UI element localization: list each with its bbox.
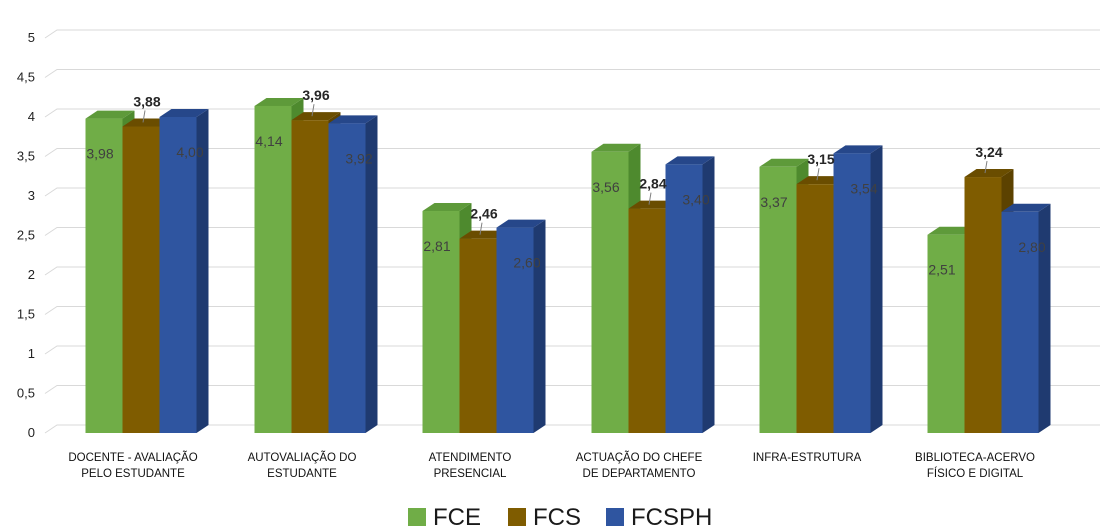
data-label-fcs-1: 3,88 (133, 93, 160, 109)
data-labels: 3,98 3,88 4,00 4,14 3,96 3,92 2,81 2,46 2,60 3,56… (86, 87, 1045, 278)
gridline (44, 108, 1100, 118)
gridline (44, 148, 1100, 157)
bar-fcsph-2 (328, 115, 378, 433)
y-tick-label: 2,5 (17, 228, 35, 243)
gridline (44, 385, 1100, 394)
leader-line (479, 222, 483, 235)
data-label-fcs-6: 3,24 (975, 144, 1002, 160)
gridline (44, 69, 1100, 78)
y-tick-label: 3,5 (17, 149, 35, 164)
data-label-fcsph-5: 3,54 (850, 180, 877, 196)
leader-line (142, 110, 146, 123)
data-label-fcsph-6: 2,80 (1018, 239, 1045, 255)
data-label-fcs-3: 2,46 (470, 206, 497, 222)
data-label-fcsph-3: 2,60 (513, 255, 540, 271)
legend-label: FCSPH (631, 504, 712, 527)
leader-line (648, 192, 652, 205)
x-category-label: ATENDIMENTO PRESENCIAL (429, 452, 512, 480)
y-tick-label: 1,5 (17, 307, 35, 322)
data-label-fcs-4: 2,84 (639, 176, 666, 192)
y-tick-label: 5 (28, 30, 35, 45)
x-category-label: DOCENTE - AVALIAÇÃO PELO ESTUDANTE (68, 451, 197, 480)
bar-fcsph-4 (665, 156, 715, 433)
data-label-fcsph-1: 4,00 (176, 144, 203, 160)
x-category-label: AUTOVALIAÇÃO DO ESTUDANTE (248, 451, 357, 480)
data-label-fce-6: 2,51 (928, 262, 955, 278)
data-label-fcsph-4: 3,40 (682, 191, 709, 207)
y-tick-label: 4 (28, 109, 35, 124)
y-tick-label: 1 (28, 346, 35, 361)
x-category-label: INFRA-ESTRUTURA (753, 452, 862, 464)
data-label-fce-2: 4,14 (255, 133, 282, 149)
gridline (44, 306, 1100, 315)
gridline (44, 187, 1100, 197)
leader-line (311, 104, 315, 117)
gridline (44, 29, 1100, 39)
legend-item-fcsph: FCSPH (606, 504, 712, 531)
gridline (44, 424, 1100, 434)
y-tick-label: 4,5 (17, 70, 35, 85)
gridlines (44, 29, 1100, 434)
bar-fcsph-1 (159, 109, 209, 433)
data-label-fce-5: 3,37 (760, 194, 787, 210)
y-tick-label: 3 (28, 188, 35, 203)
y-tick-label: 0 (28, 425, 35, 440)
y-tick-label: 0,5 (17, 386, 35, 401)
data-label-fcs-5: 3,15 (807, 151, 834, 167)
data-label-fce-3: 2,81 (423, 238, 450, 254)
y-axis-ticks: 0 0,5 1 1,5 2 2,5 3 3,5 4 4,5 5 (17, 30, 35, 440)
legend-swatch (508, 508, 526, 526)
data-label-fce-4: 3,56 (592, 179, 619, 195)
data-label-fcs-2: 3,96 (302, 87, 329, 103)
gridline (44, 345, 1100, 355)
data-label-fce-1: 3,98 (86, 146, 113, 162)
y-tick-label: 2 (28, 267, 35, 282)
bar-fcsph-6 (1001, 203, 1051, 433)
legend-swatch (408, 508, 426, 526)
gridline (44, 266, 1100, 276)
data-label-fcsph-2: 3,92 (345, 150, 372, 166)
x-category-label: ACTUAÇÃO DO CHEFE DE DEPARTAMENTO (576, 451, 703, 480)
bar-fcsph-3 (496, 219, 546, 433)
legend-swatch (606, 508, 624, 526)
x-category-label: BIBLIOTECA-ACERVO FÍSICO E DIGITAL (915, 452, 1035, 480)
gridline (44, 227, 1100, 236)
legend-label: FCS (533, 504, 581, 527)
legend-item-fcs: FCS (508, 504, 581, 531)
legend-label: FCE (433, 504, 481, 527)
x-axis-categories: DOCENTE - AVALIAÇÃO PELO ESTUDANTE AUTOVAL… (68, 451, 1035, 480)
bars (85, 97, 1051, 434)
leader-line (984, 160, 988, 174)
leader-line (816, 168, 820, 181)
legend: FCE FCS FCSPH (408, 504, 712, 531)
bar-fcsph-5 (833, 145, 883, 433)
legend-item-fce: FCE (408, 504, 481, 531)
